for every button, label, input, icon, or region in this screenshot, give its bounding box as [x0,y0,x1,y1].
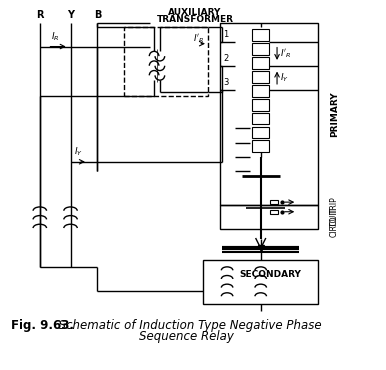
Text: $I'_R$: $I'_R$ [193,33,205,45]
Text: $I_R$: $I_R$ [51,30,59,43]
Bar [124,27,208,97]
Text: CIRCUIT: CIRCUIT [330,207,339,237]
Bar [270,200,278,204]
Text: Sequence Relay: Sequence Relay [139,330,234,343]
Text: R: R [36,10,44,20]
Text: PRIMARY: PRIMARY [330,91,339,137]
Bar [270,210,278,213]
Text: SECONDARY: SECONDARY [239,270,301,279]
Text: B: B [94,10,101,20]
Bar [252,29,269,41]
Bar [252,43,269,55]
Bar [252,71,269,83]
Text: 3: 3 [223,78,229,87]
Text: TRANSFORMER: TRANSFORMER [156,14,234,24]
Bar [252,99,269,111]
Bar [220,205,318,229]
Bar [252,57,269,69]
Text: Y: Y [67,10,74,20]
Text: $I'_R$: $I'_R$ [280,47,291,60]
Bar [252,140,269,152]
Bar [252,112,269,124]
Bar [252,85,269,97]
Bar [252,127,269,138]
Text: AUXILIARY: AUXILIARY [168,8,222,17]
Text: Fig. 9.63.: Fig. 9.63. [11,319,74,332]
Bar [203,260,318,304]
Text: TO TRIP: TO TRIP [330,197,339,227]
Bar [220,23,318,205]
Text: Schematic of Induction Type Negative Phase: Schematic of Induction Type Negative Pha… [51,319,322,332]
Text: $I_Y$: $I_Y$ [74,145,83,158]
Text: 2: 2 [223,54,229,63]
Text: 1: 1 [223,30,229,39]
Text: $I_Y$: $I_Y$ [280,71,289,84]
